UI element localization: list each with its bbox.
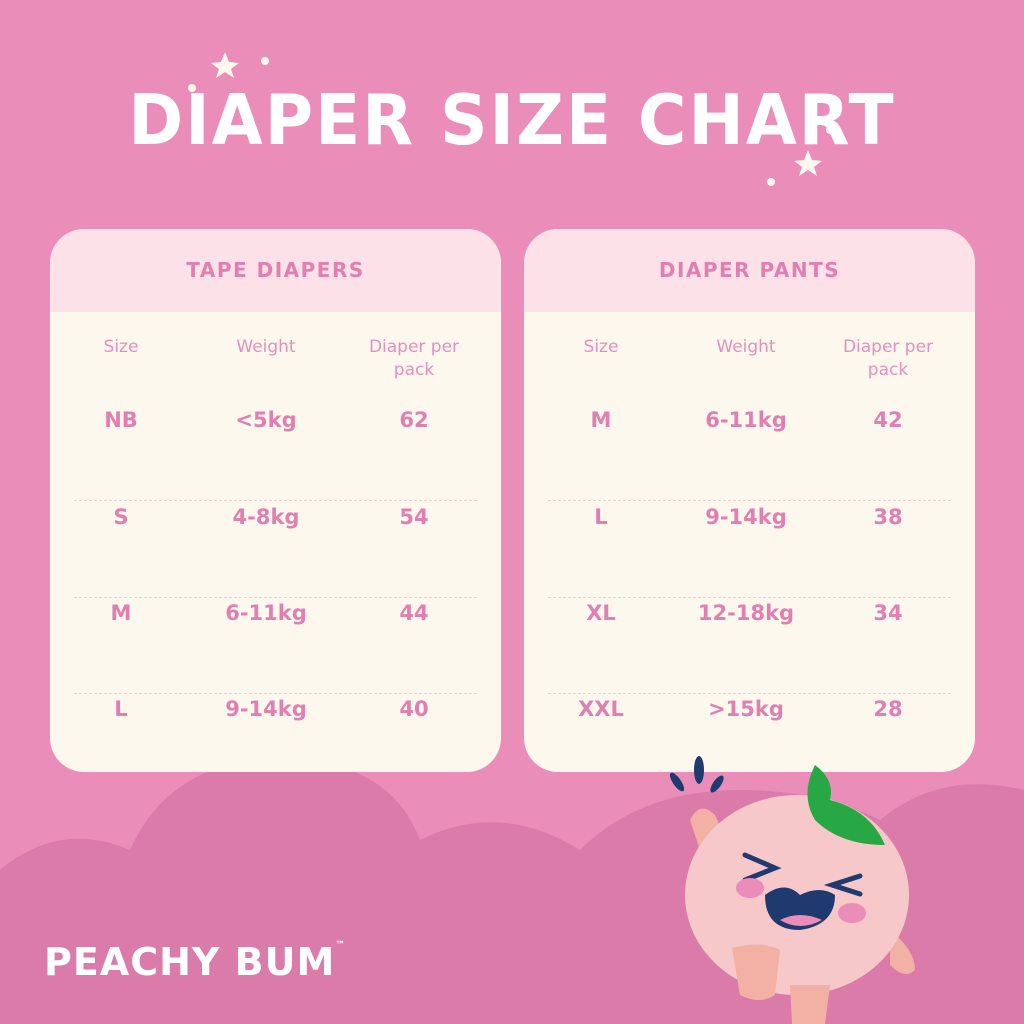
col-per-pack: Diaper per pack (368, 337, 460, 380)
weight: >15kg (708, 697, 784, 721)
brand-logo: PEACHY BUM™ (44, 940, 346, 984)
count: 44 (399, 601, 429, 625)
count: 34 (873, 601, 903, 625)
tape-diapers-card: TAPE DIAPERS Size Weight Diaper per pack… (50, 229, 501, 772)
table-row: M 6-11kg 42 (548, 405, 951, 501)
count: 62 (399, 408, 429, 432)
size: XL (586, 601, 616, 625)
col-size: Size (103, 337, 139, 357)
trademark: ™ (335, 940, 347, 951)
size: XXL (578, 697, 624, 721)
size: L (594, 505, 608, 529)
count: 42 (873, 408, 903, 432)
card-heading: DIAPER PANTS (524, 229, 975, 312)
weight: <5kg (235, 408, 297, 432)
count: 38 (873, 505, 903, 529)
size: M (110, 601, 132, 625)
weight: 9-14kg (225, 697, 307, 721)
size: S (113, 505, 129, 529)
table-row: L 9-14kg 38 (548, 502, 951, 598)
count: 54 (399, 505, 429, 529)
weight: 4-8kg (232, 505, 300, 529)
weight: 6-11kg (225, 601, 307, 625)
table-row: XL 12-18kg 34 (548, 598, 951, 694)
col-weight: Weight (236, 337, 296, 357)
table-row: XXL >15kg 28 (548, 694, 951, 772)
logo-text: PEACHY BUM (44, 940, 336, 984)
col-weight: Weight (716, 337, 776, 357)
table-row: L 9-14kg 40 (74, 694, 477, 772)
page-title: DIAPER SIZE CHART (128, 80, 896, 161)
diaper-pants-card: DIAPER PANTS Size Weight Diaper per pack… (524, 229, 975, 772)
table-row: M 6-11kg 44 (74, 598, 477, 694)
col-size: Size (583, 337, 619, 357)
weight: 9-14kg (705, 505, 787, 529)
col-per-pack: Diaper per pack (842, 337, 934, 380)
weight: 6-11kg (705, 408, 787, 432)
table-row: NB <5kg 62 (74, 405, 477, 501)
size: M (590, 408, 612, 432)
table-row: S 4-8kg 54 (74, 502, 477, 598)
count: 40 (399, 697, 429, 721)
size: L (114, 697, 128, 721)
count: 28 (873, 697, 903, 721)
size: NB (104, 408, 138, 432)
weight: 12-18kg (697, 601, 795, 625)
card-heading: TAPE DIAPERS (50, 229, 501, 312)
star-icon (188, 52, 834, 186)
